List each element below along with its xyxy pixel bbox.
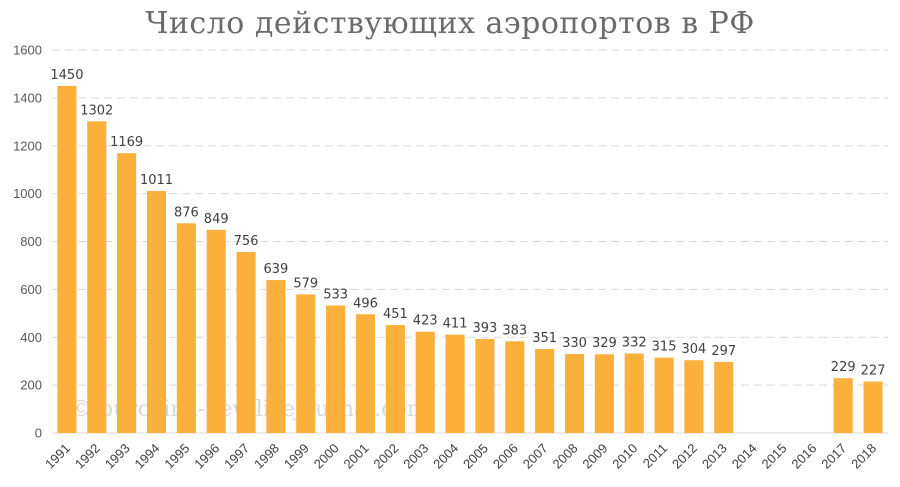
bar-1995 — [176, 223, 196, 433]
x-tick-label-1993: 1993 — [102, 441, 133, 472]
data-label-1999: 579 — [293, 276, 318, 291]
bar-1996 — [206, 229, 226, 433]
data-label-1998: 639 — [264, 262, 289, 277]
x-tick-label-2009: 2009 — [579, 441, 610, 472]
x-tick-label-2001: 2001 — [341, 441, 372, 472]
x-tick-label-1999: 1999 — [281, 441, 312, 472]
data-label-2006: 383 — [502, 323, 527, 338]
bar-2005 — [475, 338, 495, 433]
y-tick-label: 0 — [35, 426, 42, 441]
x-tick-label-2015: 2015 — [759, 441, 790, 472]
bar-2018 — [863, 381, 883, 433]
x-tick-label-1998: 1998 — [251, 441, 282, 472]
x-tick-label-2016: 2016 — [788, 441, 819, 472]
x-tick-label-2011: 2011 — [640, 441, 670, 471]
x-tick-label-2006: 2006 — [490, 441, 521, 472]
data-label-2003: 423 — [413, 314, 438, 329]
data-label-2008: 330 — [562, 336, 587, 351]
data-label-2012: 304 — [682, 342, 707, 357]
x-tick-label-2005: 2005 — [460, 441, 491, 472]
data-label-2010: 332 — [622, 336, 647, 351]
x-tick-label-1992: 1992 — [72, 441, 103, 472]
y-tick-label: 200 — [20, 378, 42, 393]
bar-2009 — [594, 354, 614, 433]
y-tick-label: 1400 — [13, 90, 42, 105]
y-tick-label: 600 — [20, 282, 42, 297]
data-label-1995: 876 — [174, 205, 199, 220]
x-tick-label-2007: 2007 — [520, 441, 551, 472]
data-label-2005: 393 — [473, 321, 498, 336]
data-label-2000: 533 — [323, 287, 348, 302]
x-tick-label-2002: 2002 — [370, 441, 401, 472]
data-label-1997: 756 — [234, 234, 259, 249]
y-tick-label: 1000 — [13, 186, 42, 201]
x-tick-label-2014: 2014 — [729, 441, 760, 472]
bar-2000 — [326, 305, 346, 433]
data-label-1994: 1011 — [140, 173, 173, 188]
data-label-2013: 297 — [711, 344, 736, 359]
bar-1991 — [57, 85, 77, 433]
chart-title: Число действующих аэропортов в РФ — [145, 6, 755, 41]
bar-2010 — [624, 353, 644, 433]
data-label-2001: 496 — [353, 296, 378, 311]
bar-1993 — [117, 153, 137, 433]
data-label-1991: 1450 — [50, 68, 83, 83]
y-tick-label: 400 — [20, 330, 42, 345]
data-label-2018: 227 — [861, 364, 886, 379]
x-tick-label-1994: 1994 — [132, 441, 163, 472]
bar-2011 — [654, 357, 674, 433]
data-label-2017: 229 — [831, 360, 856, 375]
bar-2004 — [445, 334, 465, 433]
x-tick-label-2018: 2018 — [848, 441, 879, 472]
bar-2008 — [564, 354, 585, 433]
bar-1998 — [266, 280, 286, 433]
x-tick-label-1997: 1997 — [221, 441, 252, 472]
bar-2007 — [535, 348, 555, 433]
data-label-1992: 1302 — [80, 103, 113, 118]
data-label-1993: 1169 — [110, 135, 143, 150]
x-tick-label-1995: 1995 — [161, 441, 192, 472]
bar-1994 — [146, 190, 167, 433]
bar-2003 — [415, 331, 435, 433]
bar-2012 — [684, 360, 704, 433]
x-tick-label-1991: 1991 — [42, 441, 73, 472]
data-label-2009: 329 — [592, 336, 617, 351]
data-label-1996: 849 — [204, 212, 229, 227]
y-tick-label: 1600 — [13, 43, 42, 58]
bar-1992 — [87, 121, 107, 434]
bar-2006 — [505, 341, 525, 433]
bar-2002 — [385, 325, 405, 433]
data-label-2011: 315 — [652, 340, 677, 355]
bar-1997 — [236, 252, 256, 433]
x-tick-label-2010: 2010 — [609, 441, 640, 472]
bar-1999 — [296, 294, 316, 433]
bar-2001 — [355, 314, 376, 433]
x-tick-label-2004: 2004 — [430, 441, 461, 472]
x-tick-label-2008: 2008 — [550, 441, 581, 472]
x-tick-label-1996: 1996 — [191, 441, 222, 472]
x-tick-label-2000: 2000 — [311, 441, 342, 472]
x-tick-label-2012: 2012 — [669, 441, 700, 472]
data-label-2004: 411 — [443, 317, 468, 332]
x-tick-label-2003: 2003 — [400, 441, 431, 472]
data-label-2002: 451 — [383, 307, 408, 322]
y-tick-label: 800 — [20, 234, 42, 249]
bar-2013 — [714, 361, 734, 433]
x-tick-label-2013: 2013 — [699, 441, 730, 472]
bar-2017 — [833, 378, 853, 433]
y-tick-label: 1200 — [13, 138, 42, 153]
data-label-2007: 351 — [532, 331, 557, 346]
x-tick-label-2017: 2017 — [818, 441, 849, 472]
